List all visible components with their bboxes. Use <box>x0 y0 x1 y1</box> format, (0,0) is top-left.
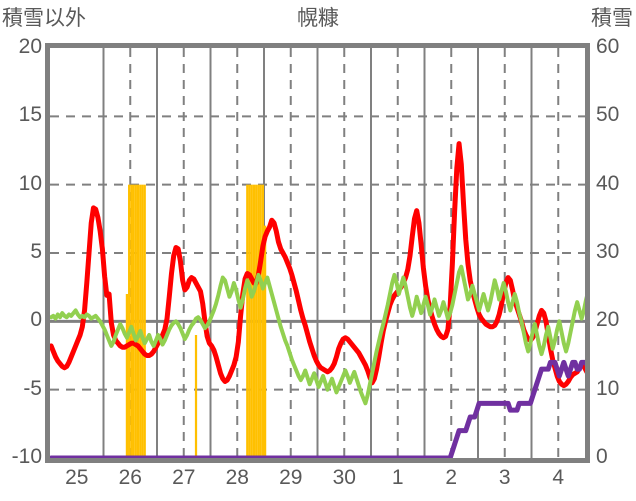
plot-canvas <box>50 48 585 458</box>
left-axis-tick: -10 <box>11 445 42 468</box>
bar-降水量 <box>128 184 131 458</box>
bar-降水量 <box>259 184 262 458</box>
x-axis-tick: 2 <box>445 466 458 489</box>
bar-降水量 <box>139 184 142 458</box>
x-axis-tick: 1 <box>391 466 404 489</box>
right-axis-tick: 0 <box>596 445 608 468</box>
left-axis-tick: -5 <box>23 376 42 400</box>
x-axis-tick: 29 <box>279 466 303 489</box>
x-axis-tick: 27 <box>172 466 196 489</box>
line-気温 <box>50 141 585 389</box>
chart-area <box>45 43 590 463</box>
bar-降水量 <box>141 184 144 458</box>
bar-降水量 <box>194 335 198 458</box>
bar-降水量 <box>250 184 253 458</box>
right-axis-tick: 60 <box>596 35 620 58</box>
bar-降水量 <box>255 184 258 458</box>
left-axis-tick: 10 <box>18 171 42 195</box>
left-axis-unit-label: 積雪以外 <box>2 7 86 30</box>
bar-降水量 <box>252 184 256 458</box>
bar-降水量 <box>264 225 267 458</box>
page-title: 幌糠 <box>297 7 339 30</box>
right-axis-unit-label: 積雪 <box>591 7 633 30</box>
bar-降水量 <box>248 184 251 458</box>
line-積雪深 <box>50 359 585 458</box>
bar-降水量 <box>143 184 146 458</box>
left-axis-tick: 15 <box>18 103 42 127</box>
x-axis-tick: 30 <box>332 466 356 489</box>
line-風速 <box>50 264 585 406</box>
bar-降水量 <box>130 184 133 458</box>
right-axis-tick: 50 <box>596 103 620 127</box>
x-axis-tick: 25 <box>65 466 89 489</box>
x-axis-tick: 4 <box>552 466 565 489</box>
bar-降水量 <box>257 184 260 458</box>
bar-降水量 <box>136 184 140 458</box>
right-axis-tick: 30 <box>596 240 620 263</box>
bar-降水量 <box>134 184 137 458</box>
bar-降水量 <box>125 294 129 458</box>
bar-降水量 <box>246 184 249 458</box>
right-axis-tick: 10 <box>596 376 620 400</box>
bar-降水量 <box>261 184 264 458</box>
chart-svg <box>50 48 585 458</box>
right-axis-tick: 20 <box>596 308 620 332</box>
x-axis-tick: 28 <box>225 466 249 489</box>
bar-降水量 <box>132 184 135 458</box>
right-axis-tick: 40 <box>596 171 620 195</box>
left-axis-tick: 20 <box>18 35 42 58</box>
x-axis-tick: 3 <box>498 466 511 489</box>
left-axis-tick: 0 <box>30 308 42 332</box>
x-axis-tick: 26 <box>118 466 142 489</box>
left-axis-tick: 5 <box>30 240 42 263</box>
